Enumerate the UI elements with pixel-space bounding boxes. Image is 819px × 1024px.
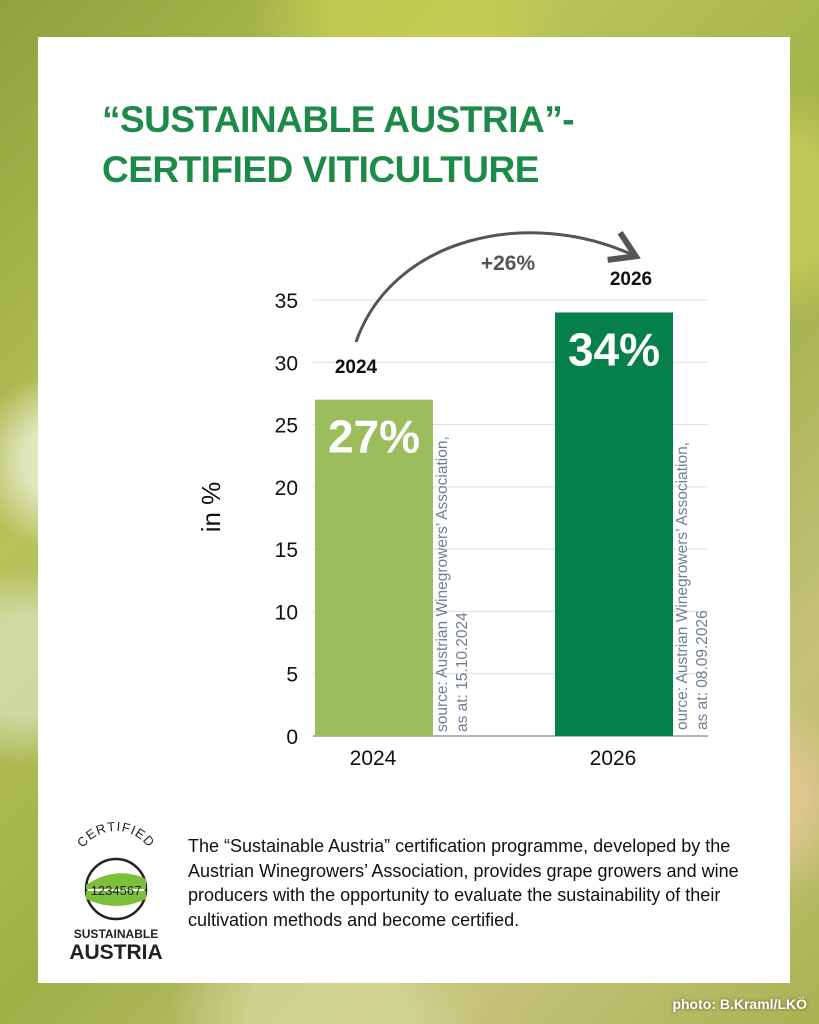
y-axis-label: in % <box>196 482 226 533</box>
logo-line-1: SUSTAINABLE <box>74 927 158 941</box>
y-tick-label: 15 <box>275 539 298 562</box>
sustainable-austria-logo: CERTIFIED 1234567 SUSTAINABLE AUSTRIA <box>58 819 178 969</box>
y-tick-label: 10 <box>275 601 298 624</box>
page-title: “SUSTAINABLE AUSTRIA”- CERTIFIED VITICUL… <box>102 95 575 195</box>
y-tick-label: 30 <box>275 352 298 375</box>
bar-2026 <box>555 312 673 736</box>
y-tick-label: 5 <box>286 664 298 687</box>
logo-number: 1234567 <box>91 883 142 898</box>
y-tick-label: 25 <box>275 415 298 438</box>
bar-year-label: 2026 <box>610 269 652 290</box>
source-line-1: source: Austrian Winegrowers’ Associatio… <box>434 436 451 732</box>
bar-value-label: 27% <box>328 411 420 463</box>
svg-text:CERTIFIED: CERTIFIED <box>74 819 158 850</box>
logo-line-2: AUSTRIA <box>69 941 162 964</box>
y-tick-label: 35 <box>275 290 298 313</box>
source-line-2: as at: 08.09.2026 <box>694 610 711 730</box>
source-note: ource: Austrian Winegrowers’ Association… <box>674 442 711 730</box>
source-line-2: as at: 15.10.2024 <box>454 612 471 732</box>
title-line-1: “SUSTAINABLE AUSTRIA”- <box>102 99 575 140</box>
bar-chart: 0 5 10 15 20 25 30 35 27% 2024 2024 source: Austria… <box>196 230 711 770</box>
y-tick-label: 0 <box>286 726 298 749</box>
infographic-card: “SUSTAINABLE AUSTRIA”- CERTIFIED VITICUL… <box>38 37 790 983</box>
footer-description: The “Sustainable Austria” certification … <box>188 836 739 930</box>
photo-credit: photo: B.Kraml/LKÖ <box>672 996 807 1012</box>
title-line-2: CERTIFIED VITICULTURE <box>102 149 539 190</box>
bar-2024 <box>315 399 433 736</box>
x-tick-label: 2026 <box>590 747 637 770</box>
bar-value-label: 34% <box>568 323 660 375</box>
y-tick-label: 20 <box>275 477 298 500</box>
logo-certified-text: CERTIFIED <box>74 819 157 850</box>
x-tick-label: 2024 <box>350 747 397 770</box>
growth-arrow <box>354 230 641 343</box>
source-line-1: ource: Austrian Winegrowers’ Association… <box>674 442 691 730</box>
growth-annotation: +26% <box>481 252 536 275</box>
source-note: source: Austrian Winegrowers’ Associatio… <box>434 436 471 732</box>
bar-year-label: 2024 <box>335 357 378 378</box>
